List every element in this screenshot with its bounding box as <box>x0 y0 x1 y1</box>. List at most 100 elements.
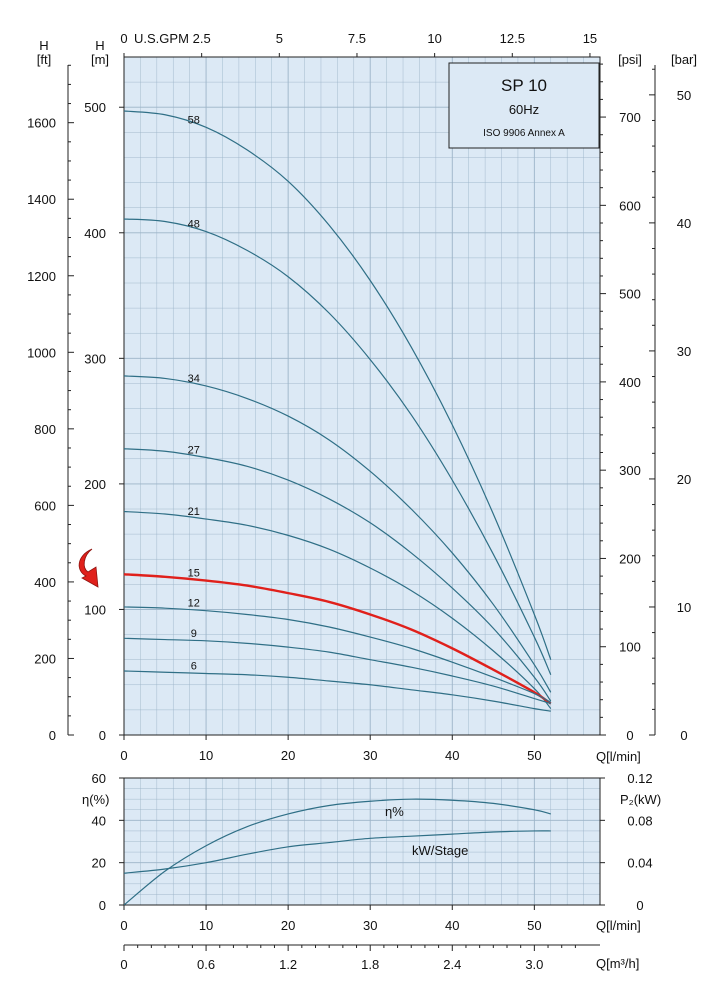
tick-label: 2.4 <box>443 957 461 972</box>
psi-axis-unit: [psi] <box>618 52 642 67</box>
flow-m3h-axis-label: Q[m³/h] <box>596 956 639 971</box>
performance-curve-chart: 58 48 34 27 21 15 12 9 6 SP 10 60Hz ISO 9906 Ann… <box>27 31 697 764</box>
tick-label: 1600 <box>27 116 56 131</box>
tick-label: 20 <box>677 472 691 487</box>
tick-label: 7.5 <box>348 31 366 46</box>
highlight-arrow-icon <box>78 548 99 588</box>
tick-label: 2.5 <box>193 31 211 46</box>
curve-label-21: 21 <box>188 506 200 518</box>
tick-label: 20 <box>281 748 295 763</box>
plot-frame-bottom <box>123 777 601 906</box>
head-ft-axis-unit: [ft] <box>37 52 51 67</box>
tick-label: 400 <box>619 375 641 390</box>
gpm-axis: 0 2.5 5 7.5 10 12.5 15 <box>120 31 600 58</box>
head-m-axis-label: H <box>95 38 104 53</box>
tick-label: 600 <box>34 498 56 513</box>
tick-label: 0 <box>99 728 106 743</box>
curve-label-48: 48 <box>188 219 200 231</box>
tick-label: 0 <box>99 898 106 913</box>
tick-label: 200 <box>84 477 106 492</box>
curve-27-stages <box>123 448 552 702</box>
tick-label: 10 <box>199 748 213 763</box>
curve-label-34: 34 <box>188 373 200 385</box>
curve-48-stages <box>123 218 552 675</box>
curve-21-stages <box>123 510 552 710</box>
tick-label: 20 <box>281 918 295 933</box>
tick-label: 40 <box>677 216 691 231</box>
power-curve-label: kW/Stage <box>412 843 468 858</box>
curve-power <box>123 830 551 874</box>
curve-label-12: 12 <box>188 598 200 610</box>
tick-label: 10 <box>199 918 213 933</box>
tick-label: 50 <box>527 918 541 933</box>
tick-label: 15 <box>583 31 597 46</box>
psi-axis: 0 100 200 300 400 500 600 700 <box>599 57 641 743</box>
tick-label: 100 <box>619 640 641 655</box>
tick-label: 60 <box>92 771 106 786</box>
tick-label: 100 <box>84 602 106 617</box>
curves <box>123 110 552 712</box>
tick-label: 0 <box>120 748 127 763</box>
tick-label: 20 <box>92 856 106 871</box>
efficiency-axis: 0 20 40 60 <box>92 771 124 913</box>
bar-axis-unit: [bar] <box>671 52 697 67</box>
tick-label: 40 <box>92 813 106 828</box>
tick-label: 400 <box>34 575 56 590</box>
chart-info-box: SP 10 60Hz ISO 9906 Annex A <box>448 62 600 149</box>
curve-12-stages <box>123 606 552 703</box>
curve-label-9: 9 <box>191 628 197 640</box>
tick-label: 1.8 <box>361 957 379 972</box>
head-ft-axis-label: H <box>39 38 48 53</box>
tick-label: 500 <box>619 287 641 302</box>
tick-label: 300 <box>619 463 641 478</box>
tick-label: 200 <box>34 651 56 666</box>
flow-axis-top-chart: 0 10 20 30 40 50 <box>120 735 542 763</box>
curve-15-stages <box>123 573 552 705</box>
efficiency-power-chart: η% kW/Stage 0 20 40 60 0 0.04 0.08 0.12 0 10 20 3… <box>82 771 661 972</box>
tick-label: 3.0 <box>525 957 543 972</box>
tick-label: 30 <box>363 918 377 933</box>
tick-label: 40 <box>445 748 459 763</box>
tick-label: 0 <box>636 898 643 913</box>
head-ft-axis: 0 200 400 600 800 1000 1200 1400 1600 <box>27 64 74 743</box>
gpm-axis-label: U.S.GPM <box>134 31 189 46</box>
power-axis-label: P₂(kW) <box>620 792 661 807</box>
tick-label: 200 <box>619 551 641 566</box>
tick-label: 10 <box>677 600 691 615</box>
tick-label: 30 <box>677 344 691 359</box>
curve-34-stages <box>123 375 552 693</box>
tick-label: 50 <box>677 88 691 103</box>
tick-label: 10 <box>427 31 441 46</box>
curve-label-6: 6 <box>191 660 197 672</box>
curve-58-stages <box>123 110 552 660</box>
power-axis: 0 0.04 0.08 0.12 <box>600 771 653 913</box>
bar-axis: 0 10 20 30 40 50 <box>649 65 691 743</box>
tick-label: 12.5 <box>500 31 525 46</box>
chart-title: SP 10 <box>501 76 547 95</box>
tick-label: 40 <box>445 918 459 933</box>
flow-axis-label-bottom: Q[l/min] <box>596 918 641 933</box>
tick-label: 30 <box>363 748 377 763</box>
tick-label: 1000 <box>27 345 56 360</box>
flow-axis-label-top: Q[l/min] <box>596 749 641 764</box>
curve-labels: 58 48 34 27 21 15 12 9 6 <box>188 114 200 672</box>
tick-label: 300 <box>84 351 106 366</box>
efficiency-curve-label: η% <box>385 804 404 819</box>
plot-background <box>124 57 600 735</box>
tick-label: 1200 <box>27 269 56 284</box>
efficiency-axis-label: η(%) <box>82 792 109 807</box>
head-m-axis: 0 100 200 300 400 500 <box>84 100 124 743</box>
info-box-frame <box>448 62 600 149</box>
curve-9-stages <box>123 637 551 705</box>
tick-label: 500 <box>84 100 106 115</box>
tick-label: 1400 <box>27 192 56 207</box>
curve-label-27: 27 <box>188 445 200 457</box>
tick-label: 5 <box>276 31 283 46</box>
flow-axis-bottom-chart: 0 10 20 30 40 50 <box>120 905 542 933</box>
tick-label: 0 <box>120 31 127 46</box>
curves-bottom <box>123 798 551 906</box>
curve-efficiency <box>123 798 551 906</box>
tick-label: 700 <box>619 110 641 125</box>
tick-label: 0.6 <box>197 957 215 972</box>
